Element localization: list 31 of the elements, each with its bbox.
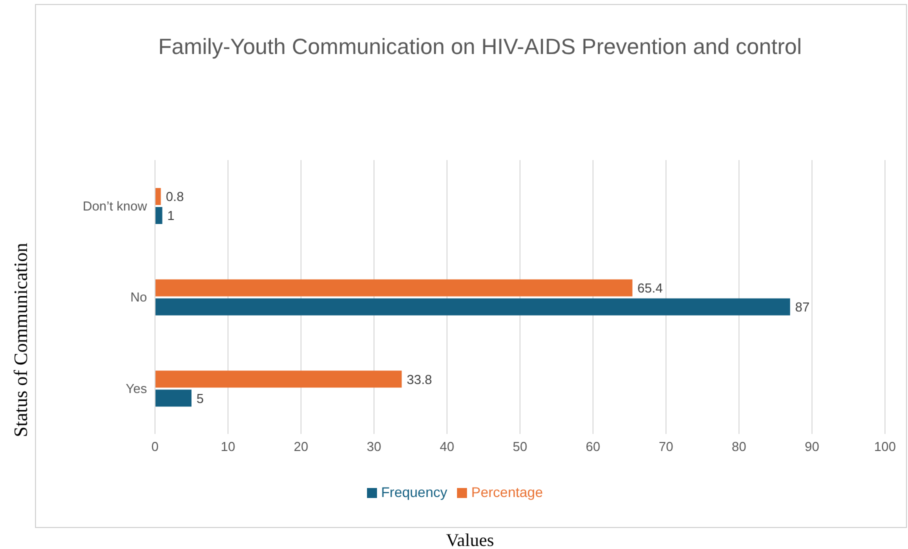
data-label: 0.8: [166, 189, 184, 204]
bar: [155, 188, 161, 205]
x-tick-label: 30: [366, 439, 382, 454]
x-tick-label: 20: [294, 439, 308, 454]
data-label: 5: [196, 390, 204, 406]
x-tick-label: 80: [732, 439, 746, 454]
x-tick-label: 90: [804, 439, 820, 454]
bar: [155, 370, 402, 388]
data-label: 87: [795, 299, 810, 314]
bar: [155, 390, 192, 407]
x-tick-label: 10: [220, 439, 236, 454]
x-tick-label: 0: [151, 439, 159, 454]
bar: [155, 207, 162, 224]
y-tick-label: No: [130, 290, 147, 305]
y-axis-title: Status of Communication: [11, 242, 33, 438]
data-label: 65.4: [637, 280, 663, 296]
legend-label: Percentage: [471, 484, 543, 500]
chart-title: Family-Youth Communication on HIV-AIDS Prevention and control: [157, 33, 803, 61]
x-tick-label: 100: [874, 439, 896, 454]
x-axis-title: Values: [445, 530, 495, 549]
x-tick-label: 40: [440, 439, 454, 454]
bar: [155, 279, 632, 296]
data-label: 33.8: [406, 372, 432, 387]
x-tick-label: 60: [586, 439, 600, 454]
y-tick-label: Don’t know: [82, 198, 148, 214]
legend-label: Frequency: [381, 484, 448, 500]
data-label: 1: [167, 208, 175, 224]
x-tick-label: 50: [512, 439, 528, 454]
x-tick-label: 70: [658, 439, 674, 454]
bar: [155, 298, 790, 316]
y-tick-label: Yes: [126, 380, 148, 396]
